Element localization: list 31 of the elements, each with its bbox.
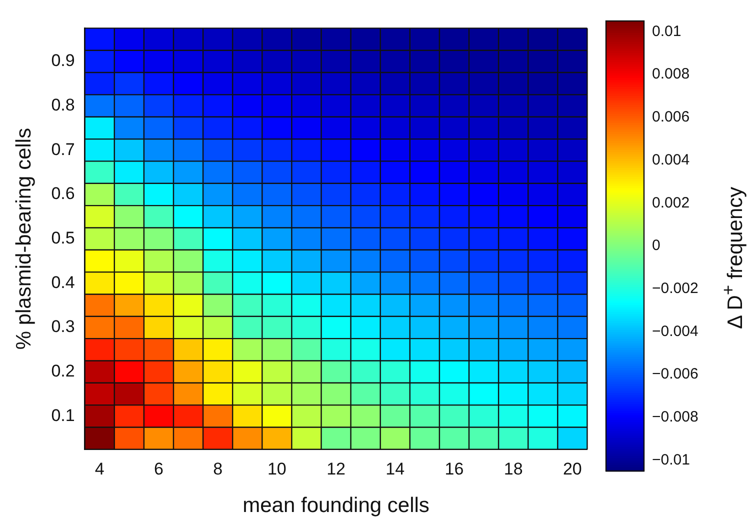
- y-tick-label: 0.4: [51, 272, 75, 292]
- x-tick-label: 12: [326, 459, 346, 478]
- x-axis-title: mean founding cells: [242, 494, 430, 518]
- x-tick-label: 14: [386, 459, 405, 478]
- y-tick-label: 0.5: [51, 228, 75, 248]
- y-tick-label: 0.9: [51, 51, 75, 70]
- y-tick-label: 0.1: [51, 406, 75, 425]
- color-bar-label: 0.006: [652, 108, 690, 126]
- y-tick-label: 0.3: [51, 317, 75, 336]
- x-tick-label: 18: [504, 459, 523, 478]
- y-axis-title: % plasmid-bearing cells: [12, 128, 36, 350]
- color-bar-label: −0.008: [652, 408, 698, 426]
- color-bar-label: −0.002: [652, 280, 698, 297]
- color-bar-label: −0.006: [652, 366, 698, 383]
- y-tick-label: 0.2: [51, 362, 75, 380]
- x-tick-label: 16: [444, 459, 464, 478]
- y-tick-label: 0.6: [51, 184, 75, 204]
- y-tick-label: 0.7: [51, 140, 75, 159]
- x-tick-label: 20: [562, 459, 582, 478]
- color-bar-label: 0.008: [652, 66, 690, 83]
- x-tick-label: 8: [213, 459, 223, 478]
- color-bar-label: 0.002: [652, 194, 690, 212]
- color-bar-label: 0: [652, 237, 660, 254]
- color-bar-label: −0.004: [652, 322, 698, 340]
- color-bar-label: −0.01: [652, 451, 690, 468]
- color-bar-label: 0.01: [652, 22, 682, 40]
- y-tick-label: 0.8: [51, 95, 75, 114]
- x-tick-label: 6: [154, 459, 164, 478]
- x-tick-label: 4: [94, 459, 104, 478]
- color-bar-label: 0.004: [652, 151, 690, 168]
- x-tick-label: 10: [267, 459, 286, 478]
